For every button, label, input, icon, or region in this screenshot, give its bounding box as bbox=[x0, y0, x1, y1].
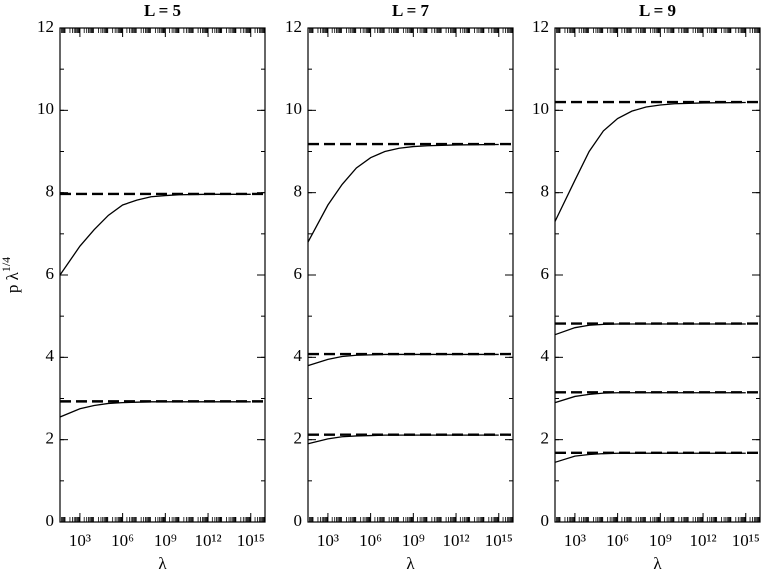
x-tick-label: 10⁶ bbox=[111, 531, 134, 550]
x-tick-label: 10⁶ bbox=[359, 531, 382, 550]
panel-title: L = 7 bbox=[392, 1, 430, 20]
x-tick-label: 10³ bbox=[317, 531, 339, 550]
panel-title: L = 5 bbox=[144, 1, 181, 20]
y-tick-label: 12 bbox=[532, 17, 549, 36]
x-tick-label: 10⁹ bbox=[402, 531, 425, 550]
panel-title: L = 9 bbox=[639, 1, 676, 20]
y-tick-label: 10 bbox=[285, 99, 302, 118]
y-tick-label: 8 bbox=[294, 182, 303, 201]
x-tick-label: 10¹² bbox=[194, 531, 221, 550]
y-label-base: p λ bbox=[3, 271, 22, 293]
curve bbox=[554, 392, 746, 404]
curve bbox=[307, 434, 499, 445]
y-tick-label: 6 bbox=[541, 264, 550, 283]
y-tick-label: 10 bbox=[37, 99, 54, 118]
y-tick-label: 0 bbox=[294, 511, 303, 530]
y-tick-label: 2 bbox=[541, 429, 550, 448]
y-tick-label: 0 bbox=[541, 511, 550, 530]
y-tick-label: 10 bbox=[532, 99, 549, 118]
y-tick-label: 4 bbox=[541, 346, 550, 365]
plot-frame bbox=[59, 27, 266, 523]
curve bbox=[307, 353, 499, 367]
x-tick-label: 10³ bbox=[69, 531, 91, 550]
curve bbox=[554, 452, 746, 463]
y-tick-label: 2 bbox=[294, 429, 303, 448]
x-tick-label: 10⁶ bbox=[606, 531, 629, 550]
y-tick-label: 8 bbox=[46, 182, 55, 201]
curve bbox=[59, 401, 251, 418]
y-tick-label: 0 bbox=[46, 511, 55, 530]
y-tick-label: 12 bbox=[285, 17, 302, 36]
x-tick-label: 10⁹ bbox=[154, 531, 177, 550]
y-tick-label: 2 bbox=[46, 429, 55, 448]
x-axis-label: λ bbox=[406, 554, 415, 573]
x-tick-label: 10¹² bbox=[442, 531, 469, 550]
y-label-superscript: 1/4 bbox=[0, 257, 13, 272]
x-axis-label: λ bbox=[653, 554, 662, 573]
y-tick-label: 8 bbox=[541, 182, 550, 201]
plot-frame bbox=[307, 27, 514, 523]
curve bbox=[59, 193, 251, 276]
curve bbox=[554, 323, 746, 336]
curve bbox=[554, 101, 746, 222]
x-tick-label: 10³ bbox=[564, 531, 586, 550]
x-tick-label: 10⁹ bbox=[649, 531, 672, 550]
x-tick-label: 10¹⁵ bbox=[485, 531, 513, 550]
x-tick-label: 10¹⁵ bbox=[237, 531, 265, 550]
x-tick-label: 10¹⁵ bbox=[732, 531, 760, 550]
x-axis-label: λ bbox=[158, 554, 167, 573]
y-axis-label: p λ1/4 bbox=[0, 257, 22, 293]
y-tick-label: 6 bbox=[46, 264, 55, 283]
curve bbox=[307, 143, 499, 243]
y-tick-label: 6 bbox=[294, 264, 303, 283]
y-tick-label: 12 bbox=[37, 17, 54, 36]
y-tick-label: 4 bbox=[46, 346, 55, 365]
y-tick-label: 4 bbox=[294, 346, 303, 365]
x-tick-label: 10¹² bbox=[689, 531, 716, 550]
